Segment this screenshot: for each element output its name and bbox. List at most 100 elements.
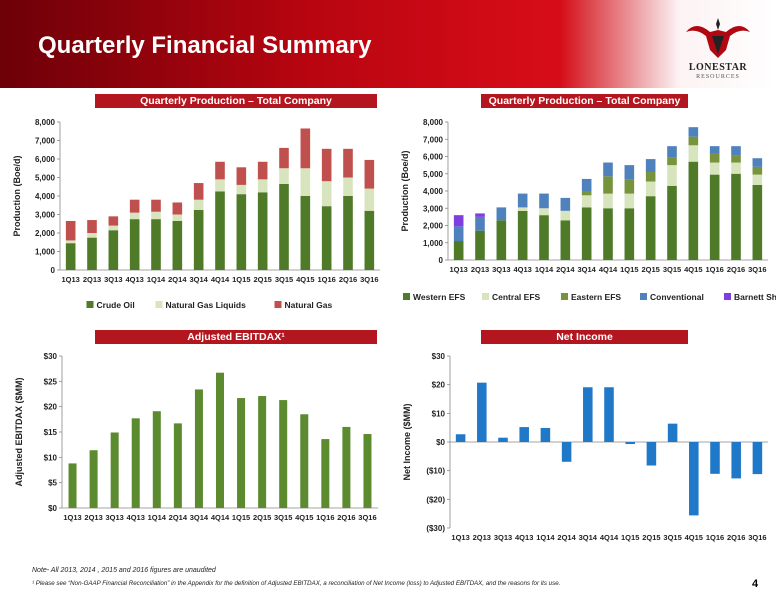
- y-axis-title: Adjusted EBITDAX ($MM): [14, 377, 24, 486]
- bar-western-efs: [517, 210, 528, 260]
- bar-conventional: [453, 226, 464, 242]
- legend-label: Eastern EFS: [571, 292, 621, 302]
- bar-crude-oil: [87, 237, 97, 270]
- x-tick-label: 1Q13: [61, 275, 79, 284]
- bar: [455, 434, 466, 442]
- y-tick-label: 8,000: [423, 118, 444, 127]
- x-tick-label: 3Q13: [104, 275, 122, 284]
- x-tick-label: 2Q16: [339, 275, 357, 284]
- bar-conventional: [624, 165, 635, 180]
- bar: [646, 442, 657, 466]
- x-tick-label: 3Q15: [274, 513, 292, 522]
- bar-central-efs: [581, 195, 592, 208]
- x-tick-label: 4Q14: [211, 513, 230, 522]
- bar: [477, 382, 487, 442]
- bar-natural-gas: [193, 183, 204, 200]
- y-tick-label: $20: [432, 381, 446, 390]
- y-tick-label: 7,000: [35, 137, 56, 146]
- chart-production-by-area: 0 1,000 2,000 3,000 4,000 5,000 6,000 7,000 8,00…: [400, 118, 776, 302]
- panel-title-production-area: Quarterly Production – Total Company: [481, 94, 688, 108]
- bar: [89, 450, 98, 508]
- bar-natural-gas: [87, 220, 97, 233]
- x-tick-label: 4Q13: [515, 533, 533, 542]
- y-tick-label: $20: [44, 403, 58, 412]
- x-tick-label: 2Q16: [727, 265, 745, 274]
- bar-conventional: [475, 216, 485, 231]
- bar-barnett-shale: [453, 215, 464, 227]
- x-tick-label: 4Q13: [125, 275, 143, 284]
- bar: [342, 426, 351, 508]
- bar-natural-gas-liquids: [65, 240, 76, 244]
- bar-central-efs: [752, 174, 763, 185]
- bar: [68, 463, 77, 508]
- x-tick-label: 3Q15: [275, 275, 293, 284]
- x-tick-label: 3Q15: [663, 533, 681, 542]
- y-tick-label: 6,000: [35, 155, 56, 164]
- chart-production-by-product: 0 1,000 2,000 3,000 4,000 5,000 6,000 7,000 8,00…: [12, 118, 380, 310]
- x-tick-label: 3Q16: [360, 275, 378, 284]
- bar-western-efs: [645, 196, 656, 260]
- bar-natural-gas-liquids: [172, 214, 183, 221]
- bar-natural-gas: [65, 220, 76, 241]
- bar-natural-gas-liquids: [364, 188, 375, 211]
- legend-label: Central EFS: [492, 292, 541, 302]
- x-tick-label: 1Q14: [535, 265, 554, 274]
- bar-western-efs: [581, 207, 592, 260]
- bar-natural-gas: [151, 199, 161, 212]
- bar-eastern-efs: [688, 136, 699, 146]
- bar: [667, 423, 678, 442]
- y-tick-label: ($20): [426, 495, 445, 504]
- x-tick-label: 2Q15: [642, 533, 660, 542]
- y-tick-label: 3,000: [35, 211, 56, 220]
- bar-natural-gas-liquids: [151, 211, 161, 220]
- bar: [583, 387, 593, 442]
- bar-crude-oil: [172, 220, 183, 270]
- bar-conventional: [752, 158, 763, 167]
- bar-crude-oil: [300, 196, 311, 270]
- x-tick-label: 4Q14: [599, 265, 618, 274]
- bar-central-efs: [603, 193, 613, 209]
- y-tick-label: $10: [44, 453, 58, 462]
- y-tick-label: $15: [44, 428, 58, 437]
- x-tick-label: 2Q15: [253, 275, 271, 284]
- bar-natural-gas-liquids: [193, 199, 204, 210]
- bar: [604, 387, 614, 442]
- y-tick-label: 4,000: [423, 187, 444, 196]
- x-tick-label: 1Q13: [451, 533, 469, 542]
- bar-western-efs: [453, 241, 464, 260]
- footnote: ¹ Please see “Non-GAAP Financial Reconci…: [32, 580, 561, 587]
- x-tick-label: 1Q16: [316, 513, 334, 522]
- bar-conventional: [688, 127, 699, 137]
- x-tick-label: 3Q13: [105, 513, 123, 522]
- x-tick-label: 2Q15: [641, 265, 659, 274]
- bar: [152, 411, 161, 508]
- x-tick-label: 1Q14: [536, 533, 555, 542]
- bar: [110, 432, 119, 508]
- x-tick-label: 4Q15: [684, 265, 702, 274]
- y-tick-label: 8,000: [35, 118, 56, 127]
- bar-natural-gas-liquids: [236, 184, 247, 195]
- legend-swatch: [274, 301, 282, 308]
- bar-central-efs: [667, 165, 677, 186]
- bar: [215, 372, 225, 508]
- y-tick-label: 0: [439, 256, 444, 265]
- y-tick-label: 5,000: [35, 174, 56, 183]
- bar-natural-gas: [279, 147, 289, 169]
- y-tick-label: 4,000: [35, 192, 56, 201]
- x-tick-label: 1Q16: [705, 265, 723, 274]
- bar-western-efs: [688, 161, 699, 260]
- bar-eastern-efs: [603, 176, 613, 194]
- bar: [279, 400, 288, 508]
- x-tick-label: 3Q14: [190, 513, 209, 522]
- bar: [173, 423, 182, 508]
- x-tick-label: 1Q16: [317, 275, 335, 284]
- unaudited-note: Note- All 2013, 2014 , 2015 and 2016 fig…: [32, 567, 216, 574]
- bar-conventional: [581, 178, 592, 191]
- bar-eastern-efs: [752, 166, 763, 175]
- bar-natural-gas-liquids: [215, 179, 225, 192]
- bar-crude-oil: [108, 230, 119, 270]
- legend-swatch: [561, 293, 568, 300]
- bar-natural-gas-liquids: [129, 212, 140, 220]
- legend-swatch: [86, 301, 94, 308]
- bar: [689, 442, 699, 516]
